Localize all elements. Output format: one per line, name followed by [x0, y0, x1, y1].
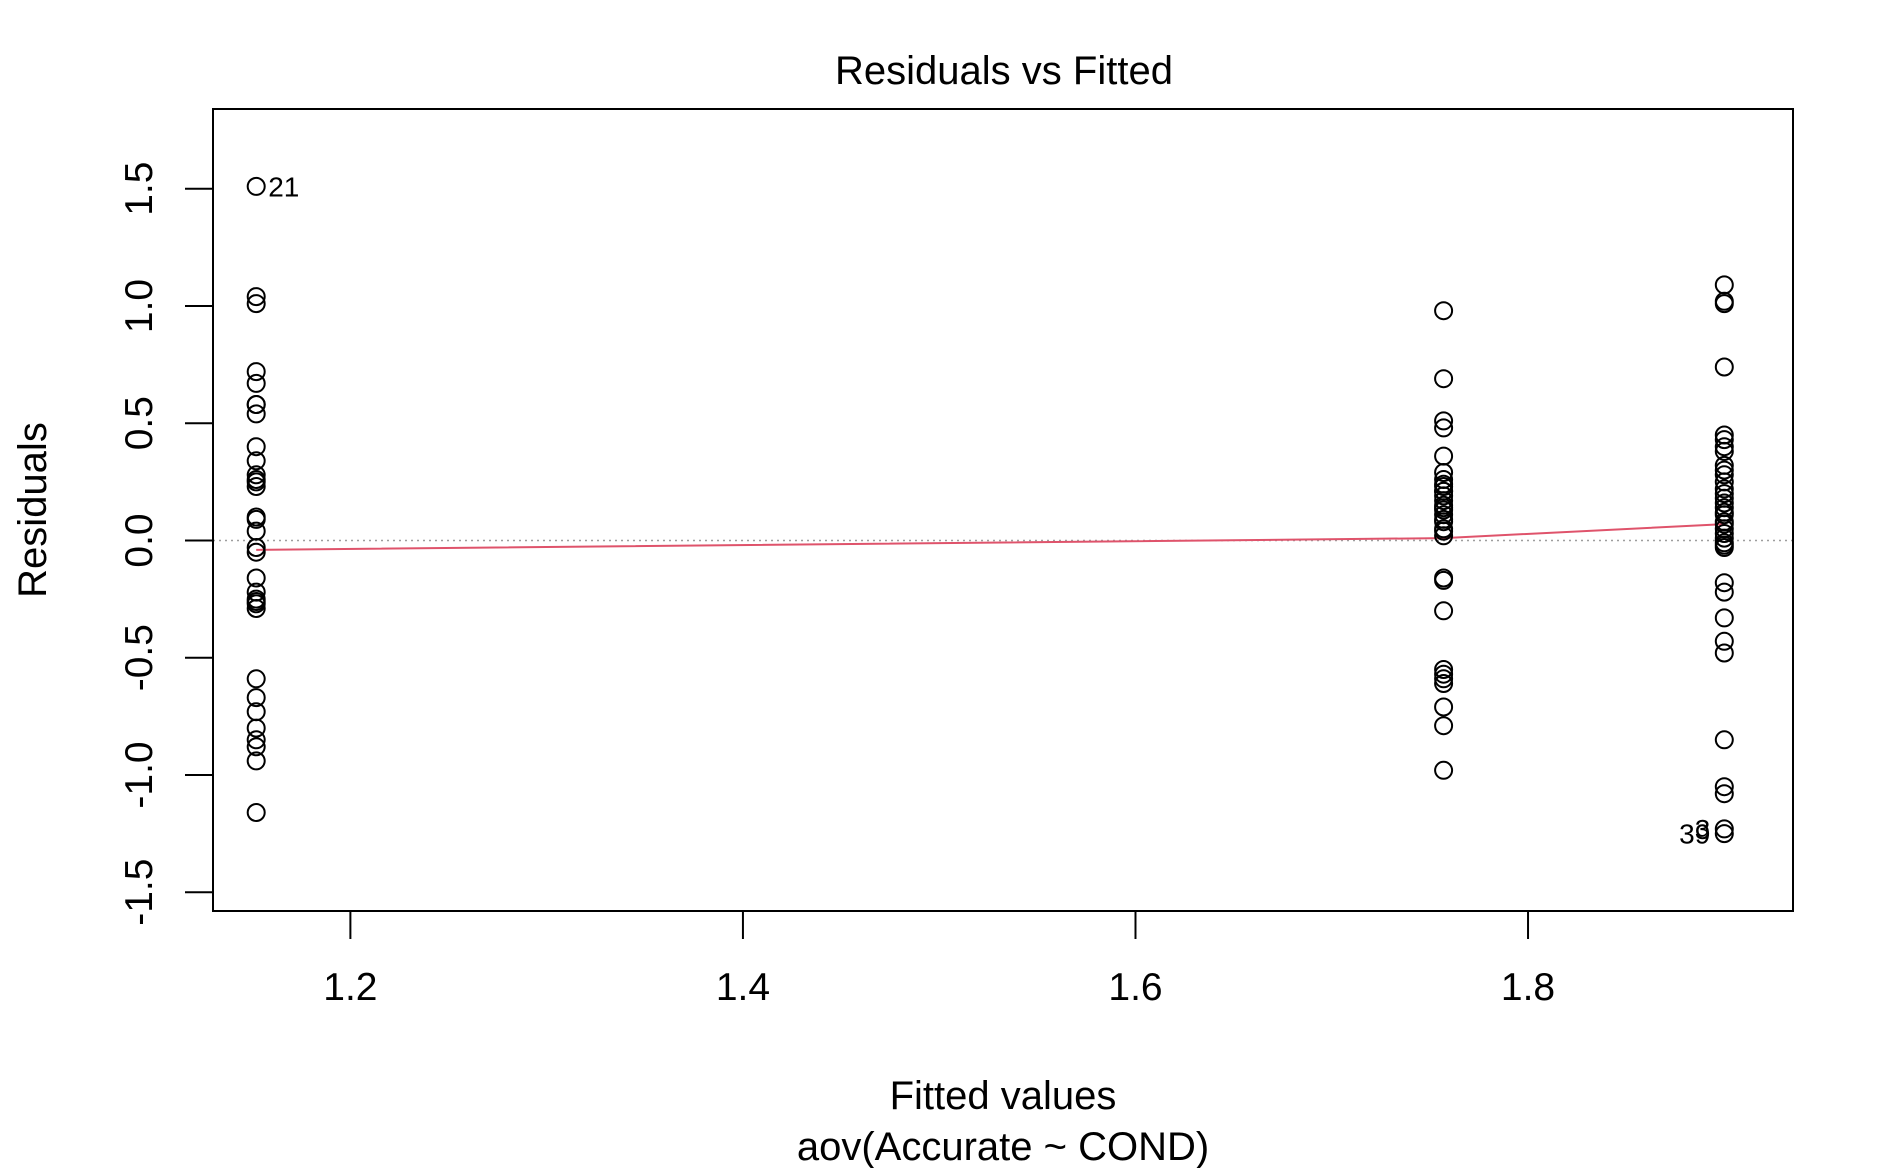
data-point: [1714, 824, 1734, 844]
y-tick-label: 1.5: [118, 162, 161, 216]
data-point: [1714, 519, 1734, 539]
data-point: [246, 509, 266, 529]
data-point: [1714, 582, 1734, 602]
data-point: [1434, 669, 1454, 689]
data-point: [1714, 294, 1734, 314]
point-label: 39: [1679, 819, 1710, 850]
data-point: [246, 542, 266, 562]
data-point: [1714, 730, 1734, 750]
data-point: [1714, 631, 1734, 651]
data-point: [1434, 697, 1454, 717]
smooth-line: [256, 523, 1725, 551]
data-point: [1434, 601, 1454, 621]
data-point: [1714, 819, 1734, 839]
data-point: [1714, 460, 1734, 480]
data-point: [246, 803, 266, 822]
x-axis: 1.2 1.4 1.6 1.8: [323, 910, 1555, 1009]
data-point: [1714, 275, 1734, 295]
data-point: [246, 599, 266, 618]
data-point: [246, 737, 266, 757]
data-point: [1434, 509, 1454, 529]
y-tick-label: -1.0: [118, 741, 161, 808]
data-point: [246, 176, 266, 196]
data-point: [1434, 418, 1454, 438]
data-point: [246, 730, 266, 750]
data-point: [1434, 369, 1454, 389]
x-tick-label: 1.6: [1108, 966, 1162, 1009]
data-point: [1714, 533, 1734, 553]
data-point: [246, 451, 266, 471]
data-point: [1714, 643, 1734, 663]
data-point: [246, 592, 266, 611]
data-point: [1714, 777, 1734, 797]
data-point: [1714, 465, 1734, 485]
data-point: [246, 294, 266, 314]
data-point: [1714, 524, 1734, 543]
data-point: [246, 568, 266, 588]
y-tick-label: 1.0: [118, 279, 161, 333]
x-tick-label: 1.4: [716, 966, 770, 1009]
data-point: [246, 362, 266, 382]
data-point: [1714, 538, 1734, 557]
data-point: [1434, 474, 1454, 494]
data-point: [1714, 573, 1734, 593]
plot-frame: [212, 108, 1794, 912]
y-tick-label: 0.5: [118, 396, 161, 450]
data-point: [1714, 357, 1734, 377]
data-point: [246, 669, 266, 689]
data-point: [1714, 484, 1734, 504]
data-point: [1434, 521, 1454, 541]
data-point: [246, 404, 266, 424]
data-point: [1434, 481, 1454, 501]
data-point: [246, 395, 266, 414]
data-point: [1434, 301, 1454, 321]
data-point: [1434, 411, 1454, 431]
point-label: 3: [1695, 814, 1711, 845]
data-point: [1434, 674, 1454, 693]
data-point: [1714, 784, 1734, 804]
data-point: [1714, 493, 1734, 513]
point-label: 21: [268, 171, 299, 202]
data-point: [1434, 463, 1454, 482]
x-tick-label: 1.2: [323, 966, 377, 1009]
data-point: [246, 521, 266, 541]
y-axis-label: Residuals: [11, 422, 55, 598]
data-point: [1434, 760, 1454, 780]
data-point: [1434, 716, 1454, 736]
data-point: [246, 373, 266, 393]
chart-subtitle: aov(Accurate ~ COND): [797, 1125, 1209, 1168]
data-point: [1434, 570, 1454, 590]
plot-area: 21 393: [213, 171, 1793, 850]
data-point: [246, 751, 266, 771]
chart-title: Residuals vs Fitted: [835, 49, 1173, 93]
x-axis-label: Fitted values: [890, 1074, 1117, 1118]
y-tick-label: -0.5: [118, 624, 161, 691]
data-point: [1434, 664, 1454, 684]
x-tick-label: 1.8: [1501, 966, 1555, 1009]
y-tick-label: 0.0: [118, 513, 161, 567]
data-point: [1434, 660, 1454, 679]
y-tick-label: -1.5: [118, 859, 161, 926]
data-point: [246, 287, 266, 307]
data-point: [1714, 608, 1734, 628]
data-point: [1714, 437, 1734, 457]
data-point: [246, 718, 266, 738]
data-point: [1714, 441, 1734, 461]
data-point: [246, 470, 266, 489]
data-point: [246, 465, 266, 485]
data-point: [246, 688, 266, 708]
data-point: [246, 437, 266, 457]
data-point: [246, 477, 266, 496]
data-point: [1714, 479, 1734, 499]
data-point: [1434, 486, 1454, 506]
data-point: [1714, 512, 1734, 532]
y-axis: -1.5 -1.0 -0.5 0.0 0.5 1.0 1.5: [118, 162, 214, 926]
data-point: [1434, 446, 1454, 466]
data-point: [1714, 430, 1734, 450]
